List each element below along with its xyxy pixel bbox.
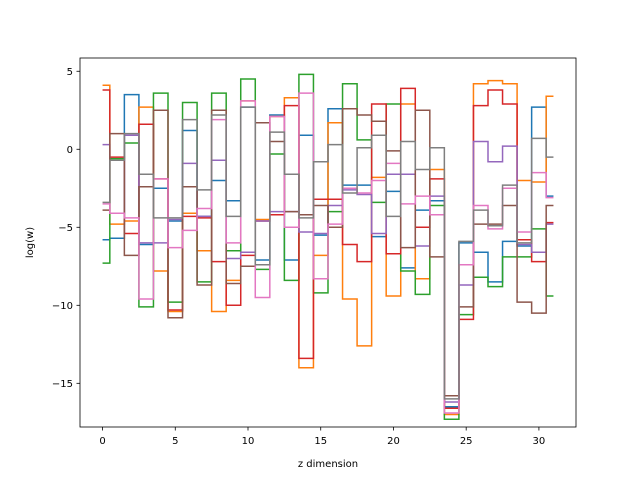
x-tick-label: 20 [387, 436, 400, 447]
x-tick-label: 5 [172, 436, 178, 447]
x-axis-label: z dimension [298, 459, 358, 470]
series-line-7 [102, 92, 554, 414]
x-tick-label: 30 [533, 436, 546, 447]
x-tick-label: 10 [242, 436, 255, 447]
y-tick-label: 0 [67, 145, 73, 156]
y-axis-label: log(w) [25, 227, 36, 258]
x-axis: 0 5 10 15 20 25 30 [99, 427, 545, 447]
x-tick-label: 15 [314, 436, 327, 447]
y-tick-label: −10 [52, 301, 73, 312]
y-tick-label: 5 [67, 67, 73, 78]
plot-frame [79, 57, 577, 428]
y-axis: 5 0 −5 −10 −15 [52, 67, 80, 390]
x-tick-label: 0 [99, 436, 105, 447]
series-line-2 [102, 79, 554, 416]
y-tick-label: −15 [52, 379, 73, 390]
series-line-4 [102, 87, 554, 410]
series-line-8 [102, 106, 554, 400]
x-tick-label: 25 [460, 436, 473, 447]
y-tick-label: −5 [58, 223, 73, 234]
series-layer [102, 73, 554, 420]
